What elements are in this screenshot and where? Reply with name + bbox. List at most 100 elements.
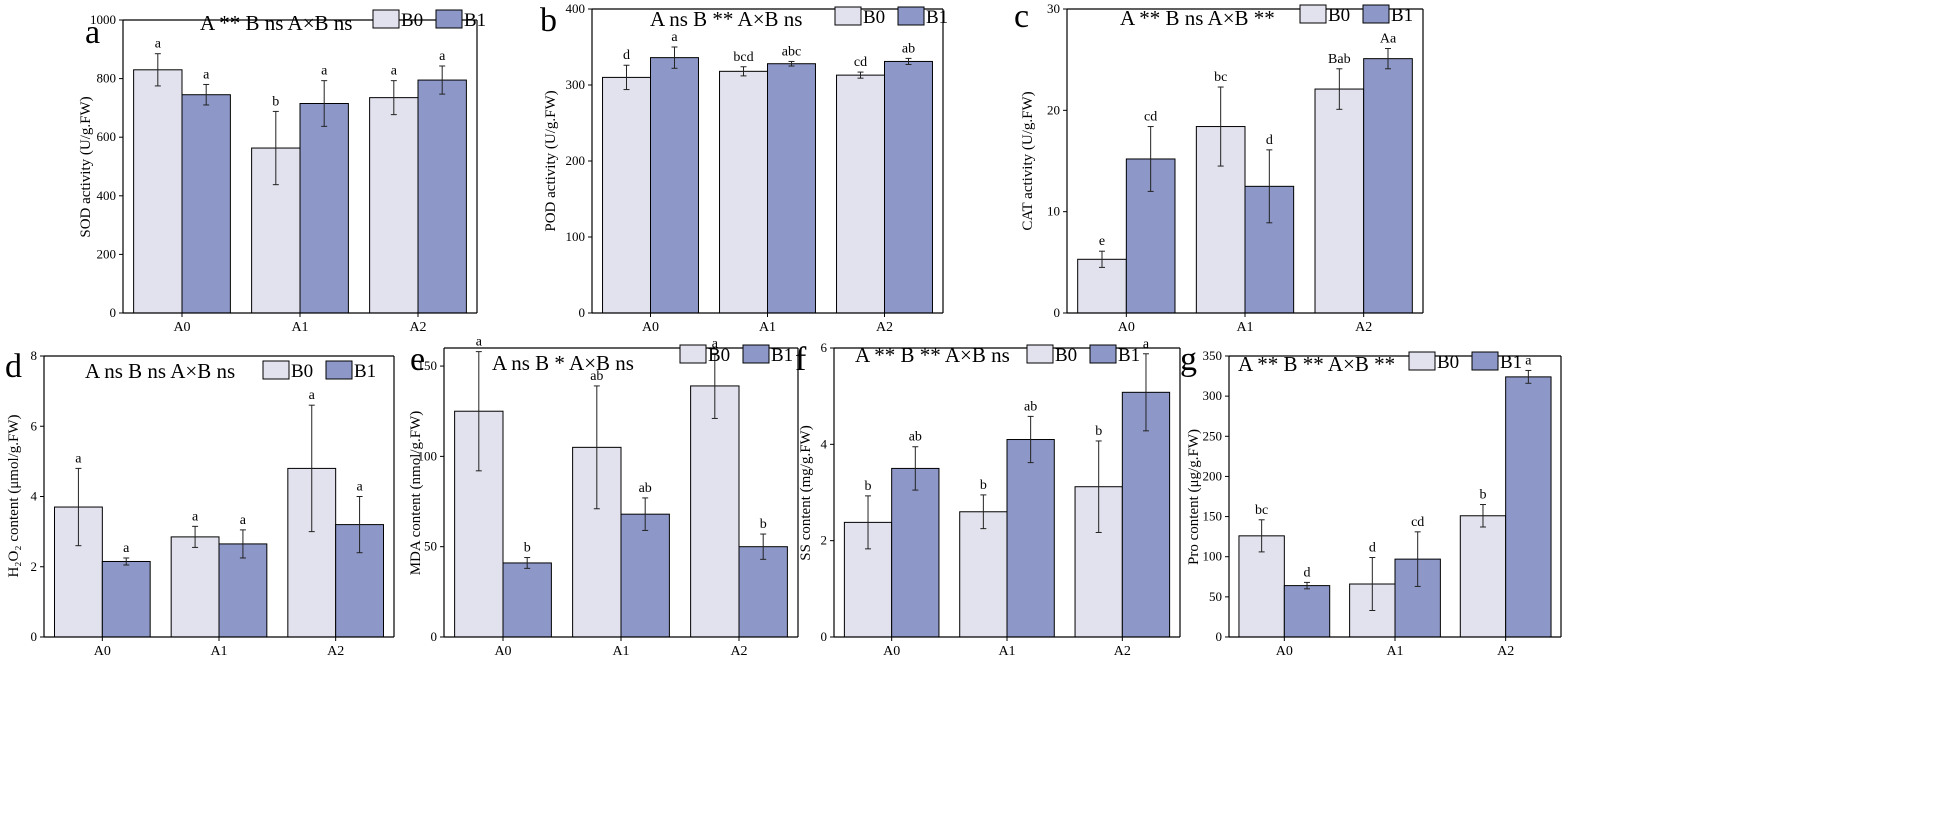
sig-letter: a [391, 64, 398, 79]
significance-annotation: A ** B ns A×B ** [1120, 6, 1275, 30]
sig-letter: b [1479, 488, 1486, 503]
bar-c-A0-B0 [1077, 258, 1127, 314]
y-tick-label: 10 [1047, 204, 1060, 219]
x-tick-label: A1 [1236, 320, 1253, 335]
panel-d: a a A0 a a A1 a a A2 0 2 4 6 8 H₂O₂ content (μmol/g.FW… [5, 348, 395, 659]
sig-letter: bcd [733, 50, 753, 65]
legend: B0 B1 [1299, 4, 1413, 26]
sig-letter: cd [1411, 515, 1424, 530]
legend-swatch-B0 [834, 6, 862, 26]
sig-letter: ab [639, 481, 652, 496]
panel-f: b ab A0 b ab A1 b a A2 0 2 4 6 SS content (mg/g.FW) f A… [795, 337, 1181, 659]
legend-label-B1: B1 [1391, 5, 1413, 26]
y-tick-label: 6 [821, 340, 828, 355]
bar-e-A0-B1 [502, 562, 552, 638]
sig-letter: a [123, 541, 130, 556]
x-tick-label: A2 [730, 644, 747, 659]
bar-f-A1-B1 [1006, 439, 1055, 638]
sig-letter: ab [590, 369, 603, 384]
sig-letter: a [203, 67, 210, 82]
legend-label-B1: B1 [926, 7, 948, 28]
panel-letter: e [410, 341, 425, 378]
legend-swatch-B0 [372, 9, 400, 29]
bar-e-A2-B0 [690, 385, 740, 638]
y-axis-label: CAT activity (U/g.FW) [1020, 91, 1036, 230]
legend-label-B1: B1 [1118, 345, 1140, 366]
panel-letter: c [1014, 0, 1029, 35]
y-tick-label: 0 [579, 305, 586, 320]
y-tick-label: 100 [418, 448, 438, 463]
y-tick-label: 0 [821, 629, 828, 644]
y-tick-label: 150 [418, 358, 438, 373]
y-axis-label: SS content (mg/g.FW) [798, 425, 814, 560]
sig-letter: ab [909, 430, 922, 445]
sig-letter: b [1095, 424, 1102, 439]
sig-letter: a [155, 37, 162, 52]
bar-f-A2-B1 [1121, 391, 1171, 638]
legend-swatch-B0 [679, 344, 707, 364]
sig-letter: a [1525, 353, 1532, 368]
legend-swatch-B1 [1089, 344, 1117, 364]
x-tick-label: A0 [94, 644, 111, 659]
x-tick-label: A1 [612, 644, 629, 659]
x-tick-label: A0 [1118, 320, 1135, 335]
panel-letter: g [1180, 341, 1197, 378]
y-tick-label: 250 [1203, 428, 1223, 443]
legend: B0 B1 [1408, 351, 1522, 373]
y-tick-label: 300 [1203, 388, 1223, 403]
panel-c: e cd A0 bc d A1 Bab Aa A2 0 10 20 30 CAT activity (U/… [1014, 0, 1424, 335]
x-tick-label: A1 [759, 320, 776, 335]
y-tick-label: 100 [1203, 549, 1223, 564]
sig-letter: e [1099, 234, 1105, 249]
x-tick-label: A1 [210, 644, 227, 659]
panel-g: bc d A0 d cd A1 b a A2 0 50 100 150 200 250 300 350 Pro c… [1180, 341, 1562, 659]
x-tick-label: A1 [1386, 644, 1403, 659]
y-tick-label: 0 [1054, 305, 1061, 320]
x-tick-label: A0 [173, 320, 190, 335]
legend: B0 B1 [262, 360, 376, 382]
sig-letter: b [524, 541, 531, 556]
bar-b-A1-B1 [767, 63, 816, 314]
legend-swatch-B1 [325, 360, 353, 380]
sig-letter: Bab [1328, 52, 1351, 67]
legend-swatch-B1 [1362, 4, 1390, 24]
y-tick-label: 200 [97, 246, 117, 261]
y-axis-label: POD activity (U/g.FW) [543, 90, 559, 231]
x-tick-label: A2 [876, 320, 893, 335]
legend-label-B0: B0 [708, 345, 730, 366]
y-tick-label: 400 [566, 1, 586, 16]
y-tick-label: 20 [1047, 102, 1060, 117]
x-tick-label: A2 [1114, 644, 1131, 659]
legend-swatch-B0 [262, 360, 290, 380]
panel-letter: b [540, 2, 557, 39]
bar-c-A2-B1 [1363, 58, 1413, 314]
y-tick-label: 300 [566, 77, 586, 92]
sig-letter: bc [1255, 503, 1268, 518]
bar-b-A2-B0 [836, 74, 886, 314]
bar-d-A0-B1 [101, 560, 151, 638]
legend-swatch-B1 [1471, 351, 1499, 371]
sig-letter: a [1143, 337, 1150, 352]
sig-letter: a [309, 388, 316, 403]
sig-letter: cd [854, 55, 867, 70]
sig-letter: d [1369, 541, 1376, 556]
y-tick-label: 200 [1203, 468, 1223, 483]
y-tick-label: 2 [821, 533, 828, 548]
sig-letter: b [865, 479, 872, 494]
significance-annotation: A ** B ns A×B ns [200, 11, 352, 35]
bar-b-A0-B0 [602, 76, 652, 314]
sig-letter: d [1266, 133, 1273, 148]
bar-e-A2-B1 [738, 546, 788, 638]
y-tick-label: 30 [1047, 1, 1060, 16]
sig-letter: d [1304, 565, 1311, 580]
legend-label-B0: B0 [863, 7, 885, 28]
y-axis-label: MDA content (nmol/g.FW) [408, 411, 424, 576]
sig-letter: b [980, 478, 987, 493]
significance-annotation: A ns B ** A×B ns [650, 7, 802, 31]
significance-annotation: A ** B ** A×B ** [1238, 352, 1395, 376]
bar-f-A0-B1 [891, 467, 940, 638]
sig-letter: a [712, 336, 719, 351]
bar-g-A0-B1 [1283, 585, 1331, 638]
bar-a-A1-B1 [299, 103, 349, 314]
panel-b: d a A0 bcd abc A1 cd ab A2 0 100 200 300 400 POD activ… [540, 1, 948, 335]
